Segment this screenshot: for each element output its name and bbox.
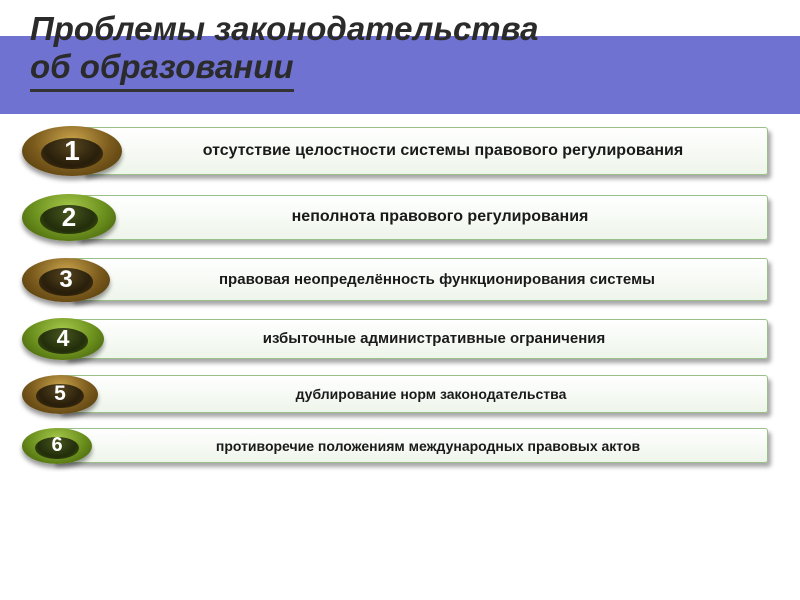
title-line-2: об образовании [30, 48, 294, 92]
number-badge: 4 [22, 318, 104, 360]
item-text: противоречие положениям международных пр… [216, 438, 640, 454]
number-badge: 6 [22, 428, 92, 464]
item-bar: противоречие положениям международных пр… [52, 428, 768, 463]
item-text: избыточные административные ограничения [263, 330, 606, 347]
item-bar: избыточные административные ограничения [64, 319, 768, 359]
slide-title: Проблемы законодательства об образовании [30, 10, 800, 86]
item-text: неполнота правового регулирования [292, 208, 589, 226]
badge-number: 1 [64, 135, 80, 167]
item-text: отсутствие целостности системы правового… [203, 142, 683, 160]
number-badge: 2 [22, 194, 116, 241]
list-item: 2 неполнота правового регулирования [22, 194, 768, 241]
item-text: правовая неопределённость функционирован… [219, 271, 655, 288]
item-bar: дублирование норм законодательства [58, 375, 768, 413]
badge-number: 5 [54, 382, 66, 406]
number-badge: 5 [22, 375, 98, 414]
list-item: 3 правовая неопределённость функционирова… [22, 258, 768, 302]
item-bar: неполнота правового регулирования [76, 195, 768, 240]
item-bar: правовая неопределённость функционирован… [70, 258, 768, 301]
item-bar: отсутствие целостности системы правового… [82, 127, 768, 175]
slide-header: Проблемы законодательства об образовании [0, 0, 800, 114]
badge-number: 6 [51, 434, 62, 457]
badge-number: 4 [57, 325, 70, 352]
badge-number: 3 [59, 266, 72, 294]
list-item: 4 избыточные административные ограничения [22, 318, 768, 360]
number-badge: 3 [22, 258, 110, 302]
list-item: 5 дублирование норм законодательства [22, 375, 768, 414]
item-text: дублирование норм законодательства [296, 386, 567, 402]
list-item: 6 противоречие положениям международных п… [22, 428, 768, 464]
title-line-1: Проблемы законодательства [30, 10, 539, 47]
badge-number: 2 [62, 202, 76, 233]
number-badge: 1 [22, 126, 122, 176]
list-item: 1 отсутствие целостности системы правовог… [22, 126, 768, 176]
problem-list: 1 отсутствие целостности системы правовог… [0, 114, 800, 464]
